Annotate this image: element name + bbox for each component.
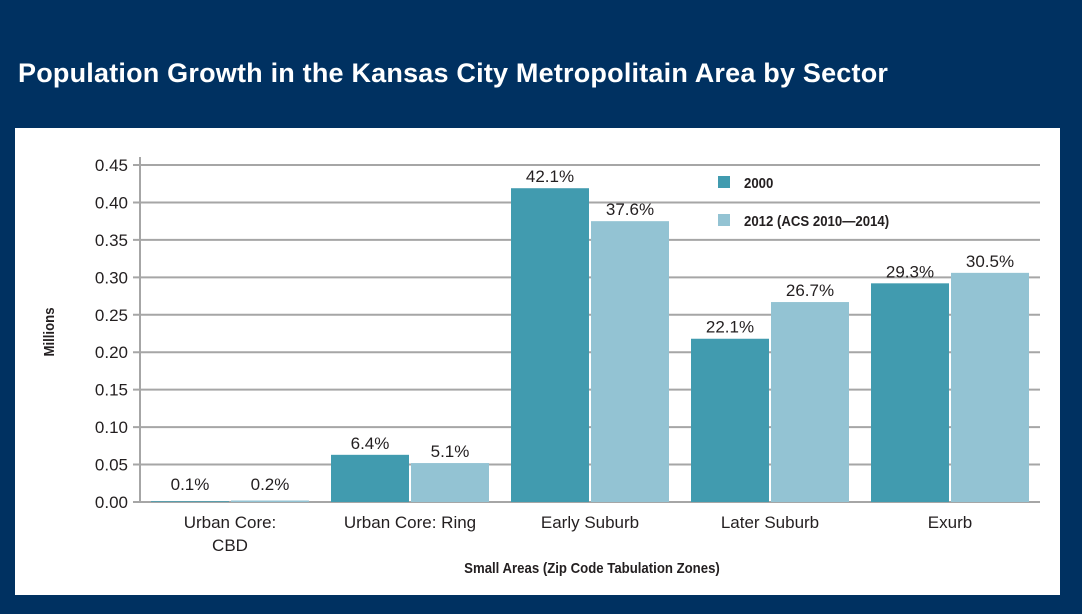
y-tick-label: 0.10 — [95, 418, 128, 437]
y-tick-label: 0.30 — [95, 268, 128, 287]
chart-title: Population Growth in the Kansas City Met… — [18, 58, 889, 88]
data-label: 0.2% — [251, 475, 290, 494]
x-tick-label: Urban Core: — [184, 513, 277, 532]
x-tick-label: Urban Core: Ring — [344, 513, 476, 532]
bar-2012-4 — [951, 272, 1029, 502]
data-label: 30.5% — [966, 252, 1014, 271]
bar-2000-0 — [151, 501, 229, 502]
data-label: 0.1% — [171, 475, 210, 494]
x-tick-label: Later Suburb — [721, 513, 819, 532]
data-label: 26.7% — [786, 281, 834, 300]
y-tick-label: 0.25 — [95, 306, 128, 325]
x-tick-label: CBD — [212, 536, 248, 555]
data-label: 22.1% — [706, 318, 754, 337]
data-label: 5.1% — [431, 442, 470, 461]
data-label: 42.1% — [526, 167, 574, 186]
x-axis-title: Small Areas (Zip Code Tabulation Zones) — [464, 559, 720, 576]
bar-2000-1 — [331, 454, 409, 502]
y-tick-label: 0.35 — [95, 231, 128, 250]
x-tick-label: Exurb — [928, 513, 972, 532]
bar-2012-0 — [231, 500, 309, 502]
y-tick-label: 0.45 — [95, 156, 128, 175]
y-tick-label: 0.15 — [95, 381, 128, 400]
data-label: 29.3% — [886, 262, 934, 281]
y-tick-label: 0.05 — [95, 456, 128, 475]
data-label: 37.6% — [606, 200, 654, 219]
bar-2000-2 — [511, 188, 589, 502]
legend-swatch — [718, 176, 730, 188]
bar-2000-4 — [871, 283, 949, 502]
x-tick-label: Early Suburb — [541, 513, 639, 532]
y-tick-label: 0.00 — [95, 493, 128, 512]
bar-2000-3 — [691, 338, 769, 502]
legend-label: 2000 — [744, 174, 773, 191]
legend-swatch — [718, 214, 730, 226]
bar-2012-2 — [591, 221, 669, 502]
y-axis-title: Millions — [40, 307, 57, 356]
legend-label: 2012 (ACS 2010—2014) — [744, 212, 889, 229]
y-tick-label: 0.40 — [95, 193, 128, 212]
bar-2012-3 — [771, 302, 849, 502]
y-tick-label: 0.20 — [95, 343, 128, 362]
data-label: 6.4% — [351, 434, 390, 453]
bar-2012-1 — [411, 463, 489, 502]
